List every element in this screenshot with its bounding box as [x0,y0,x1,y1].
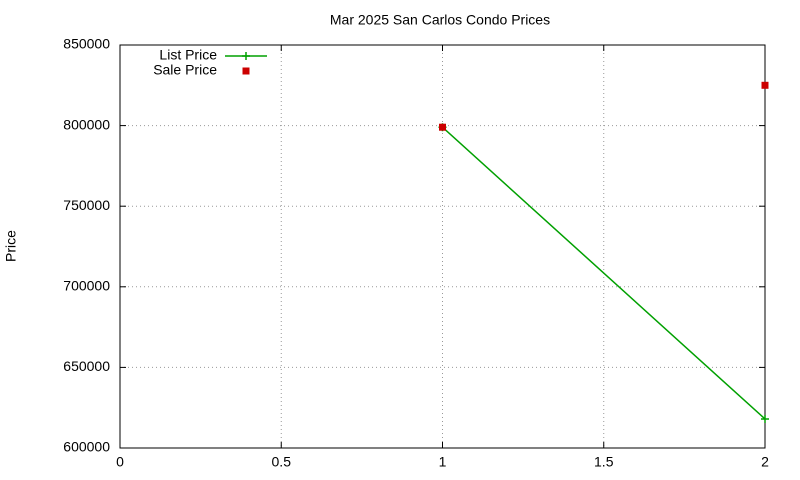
legend-marker [242,52,250,60]
point [439,123,446,131]
point [761,414,769,423]
x-tick-label: 2 [761,454,769,470]
point [761,81,769,89]
y-axis-label: Price [3,230,19,262]
x-tick-label: 0 [116,454,124,470]
x-tick-label: 1 [439,454,447,470]
y-tick-label: 650000 [63,358,110,374]
plot-border [119,44,766,449]
y-tick-label: 700000 [63,278,110,294]
x-tick-label: 1.5 [594,454,614,470]
series-line [441,126,766,420]
legend-label: Sale Price [153,62,217,78]
legend-marker [242,67,250,75]
chart-title: Mar 2025 San Carlos Condo Prices [330,12,550,28]
y-tick-label: 600000 [63,439,110,455]
y-tick-label: 850000 [63,36,110,52]
y-tick-label: 800000 [63,116,110,132]
x-tick-label: 0.5 [272,454,292,470]
legend-label: List Price [159,47,217,63]
y-tick-label: 750000 [63,197,110,213]
